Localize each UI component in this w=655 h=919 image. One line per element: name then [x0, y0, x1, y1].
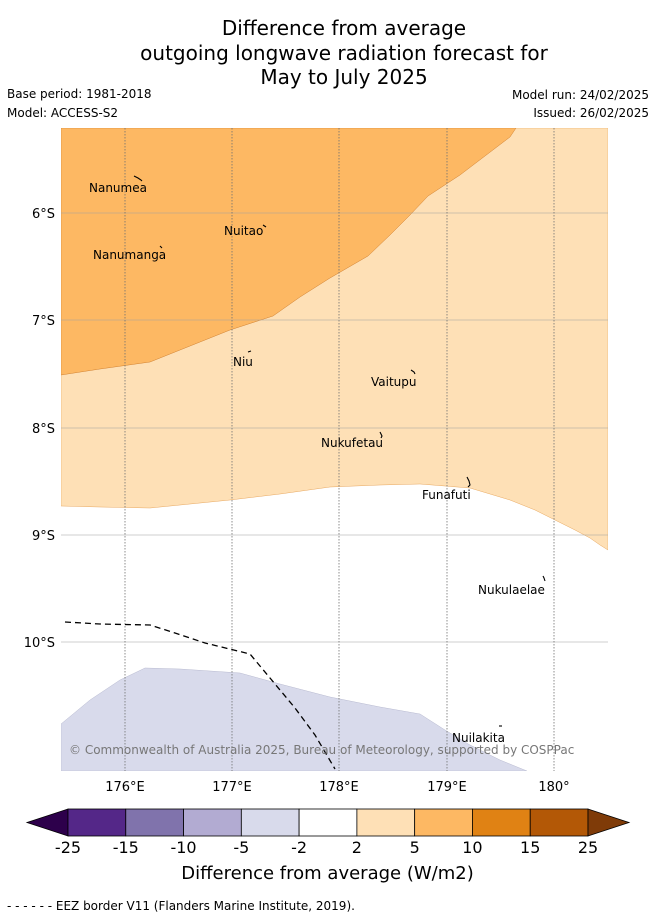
colorbar-segment	[125, 808, 184, 837]
lat-label-6s: 6°S	[32, 207, 55, 222]
colorbar-tick-label: -2	[291, 838, 308, 857]
island-label-nukulaelae: Nukulaelae	[478, 583, 545, 597]
colorbar-segment	[67, 808, 127, 837]
colorbar-tick-label: 5	[409, 838, 420, 857]
island-outlines	[133, 175, 546, 727]
colorbar-tick-label: 15	[520, 838, 541, 857]
title-line-2: outgoing longwave radiation forecast for	[140, 40, 548, 65]
lat-label-7s: 7°S	[32, 314, 55, 329]
lon-label-176e: 176°E	[105, 780, 145, 795]
lon-label-179e: 179°E	[427, 780, 467, 795]
island-label-funafuti: Funafuti	[422, 488, 471, 502]
colorbar-tick-label: -25	[54, 838, 82, 857]
colorbar-label: Difference from average (W/m2)	[181, 863, 474, 884]
issued-label: Issued: 26/02/2025	[533, 106, 649, 120]
lon-label-180: 180°	[538, 780, 569, 795]
colorbar-segment	[472, 808, 531, 837]
island-label-nuitao: Nuitao	[224, 224, 263, 238]
colorbar-extend-high	[587, 808, 631, 837]
colorbar-segment	[240, 808, 300, 837]
colorbar-segment	[183, 808, 242, 837]
title-line-3: May to July 2025	[260, 65, 428, 89]
anomaly-region-5-to-10	[61, 128, 517, 376]
model-run-label: Model run: 24/02/2025	[511, 88, 649, 102]
lat-label-8s: 8°S	[32, 422, 55, 437]
anomaly-region-minus-5-to-minus-2	[61, 667, 528, 771]
island-label-nukufetau: Nukufetau	[321, 436, 383, 450]
colorbar-extend-low	[25, 808, 69, 837]
colorbar-segment	[298, 808, 358, 837]
eez-legend-footnote: - - - - - - EEZ border V11 (Flanders Mar…	[7, 899, 355, 913]
colorbar-tick-label: 2	[351, 838, 362, 857]
colorbar-segment	[529, 808, 589, 837]
chart-title: Difference from average outgoing longwav…	[0, 16, 655, 90]
island-label-nuilakita: Nuilakita	[452, 731, 505, 745]
colorbar-tick-label: 25	[577, 838, 599, 857]
title-line-1: Difference from average	[221, 16, 467, 40]
lat-label-10s: 10°S	[24, 636, 55, 651]
lat-label-9s: 9°S	[32, 529, 55, 544]
copyright-notice: © Commonwealth of Australia 2025, Bureau…	[69, 743, 574, 757]
colorbar-tick-label: 10	[462, 838, 483, 857]
base-period-label: Base period: 1981-2018	[7, 87, 152, 101]
lon-label-178e: 178°E	[319, 780, 359, 795]
latitude-gridlines	[61, 212, 608, 643]
colorbar-segment	[414, 808, 473, 837]
model-label: Model: ACCESS-S2	[7, 106, 119, 120]
island-label-vaitupu: Vaitupu	[371, 375, 417, 389]
colorbar-tick-label: -5	[233, 838, 250, 857]
island-label-niu: Niu	[233, 355, 253, 369]
colorbar-segment	[356, 808, 416, 837]
island-label-nanumanga: Nanumanga	[93, 248, 166, 262]
eez-border	[64, 621, 336, 770]
lon-label-177e: 177°E	[212, 780, 252, 795]
island-label-nanumea: Nanumea	[89, 181, 147, 195]
colorbar-tick-label: -10	[170, 838, 197, 857]
colorbar-tick-label: -15	[112, 838, 139, 857]
longitude-gridlines	[124, 128, 555, 771]
